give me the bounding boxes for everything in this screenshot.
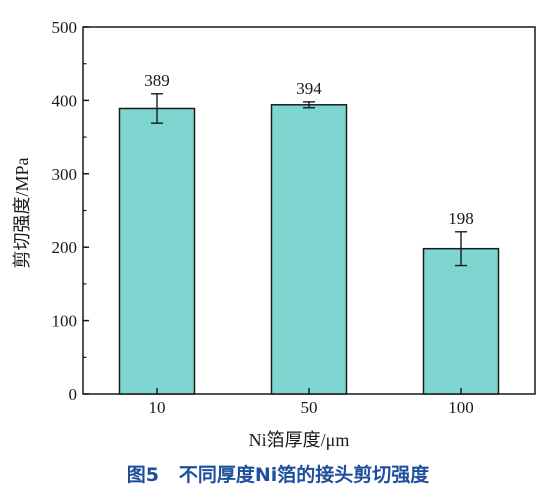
y-tick-label-0: 0 — [69, 385, 78, 404]
x-tick-label-10: 10 — [149, 398, 166, 417]
bar-10 — [118, 107, 196, 395]
y-tick-label-5: 500 — [52, 18, 78, 37]
x-tick-label-50: 50 — [301, 398, 318, 417]
x-axis-label: Ni箔厚度/μm — [249, 430, 350, 450]
plot-area: 0 100 200 300 400 500 389 10 394 50 198 100 — [52, 18, 536, 417]
y-tick-label-3: 300 — [52, 165, 78, 184]
y-axis-label: 剪切强度/MPa — [12, 157, 32, 268]
data-label-10: 389 — [144, 71, 170, 90]
figure-caption: 图5 不同厚度Ni箔的接头剪切强度 — [127, 463, 430, 486]
data-label-50: 394 — [296, 79, 322, 98]
bar-100 — [422, 247, 500, 395]
data-label-100: 198 — [448, 209, 474, 228]
y-tick-label-1: 100 — [52, 312, 78, 331]
bar-50 — [270, 104, 348, 395]
x-tick-label-100: 100 — [448, 398, 474, 417]
y-tick-label-4: 400 — [52, 91, 78, 110]
y-tick-label-2: 200 — [52, 238, 78, 257]
